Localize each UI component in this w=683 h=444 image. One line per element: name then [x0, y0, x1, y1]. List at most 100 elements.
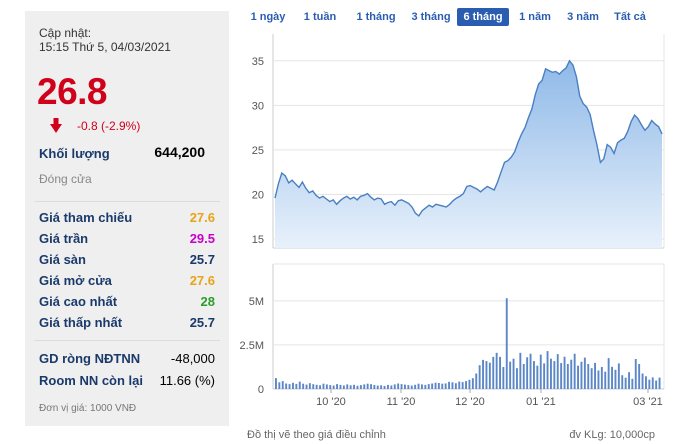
tab-1-year[interactable]: 1 năm: [519, 11, 551, 23]
volume-bar: [475, 373, 478, 389]
volume-bar: [471, 378, 474, 389]
y-tick-label: 35: [252, 56, 264, 68]
volume-bar: [638, 364, 641, 389]
stat-row-floor: Giá sàn 25.7: [39, 252, 215, 270]
volume-bar: [275, 378, 277, 389]
volume-bar: [502, 367, 505, 389]
volume-bar: [597, 370, 600, 389]
volume-bar: [458, 381, 461, 389]
y-tick-label: 30: [252, 100, 264, 112]
stat-row-high: Giá cao nhất 28: [39, 294, 215, 312]
stat-label: Giá cao nhất: [39, 294, 118, 309]
price-y-axis: 15 20 25 30 35: [252, 56, 264, 246]
stat-row-reference: Giá tham chiếu 27.6: [39, 210, 215, 228]
volume-bar: [410, 385, 413, 389]
volume-bar: [482, 359, 484, 389]
volume-bar: [339, 384, 342, 389]
volume-bar: [298, 381, 301, 389]
volume-bar: [427, 384, 430, 389]
volume-bar: [325, 384, 328, 389]
current-price: 26.8: [37, 71, 108, 112]
volume-bar: [448, 381, 450, 389]
x-tick-label: 12 '20: [455, 396, 485, 408]
y-tick-label: 25: [252, 145, 264, 157]
foreign-room-row: Room NN còn lại 11.66 (%): [39, 373, 215, 391]
stat-value: 29.5: [189, 231, 215, 246]
volume-bar: [373, 384, 376, 389]
volume-tick-label: 2.5M: [240, 340, 264, 352]
tab-3-months[interactable]: 3 tháng: [411, 11, 451, 23]
volume-bar: [278, 382, 281, 389]
tab-6-months[interactable]: 6 tháng: [457, 8, 509, 26]
volume-bar: [349, 385, 352, 389]
volume-bar: [332, 385, 335, 389]
volume-bar: [329, 385, 332, 389]
quote-panel: Cập nhật: 15:15 Thứ 5, 04/03/2021 26.8 -…: [25, 11, 229, 426]
volume-bar: [553, 361, 556, 389]
tab-1-day[interactable]: 1 ngày: [250, 11, 286, 23]
volume-tick-label: 5M: [249, 296, 264, 308]
volume-bar: [536, 365, 539, 389]
volume-bar: [312, 384, 315, 389]
volume-bar: [488, 362, 491, 389]
volume-bar: [363, 384, 366, 389]
tab-1-week[interactable]: 1 tuần: [303, 11, 337, 23]
tab-all[interactable]: Tất cả: [614, 11, 646, 23]
stat-label: Giá tham chiếu: [39, 210, 133, 225]
volume-bar: [308, 383, 311, 389]
stat-value: 27.6: [189, 210, 215, 225]
volume-bar: [594, 362, 596, 389]
foreign-net-label: GD ròng NĐTNN: [39, 351, 141, 366]
volume-bar: [421, 384, 423, 389]
x-axis: 10 '20 11 '20 12 '20 01 '21 03 '21: [316, 389, 663, 408]
volume-bar: [461, 382, 464, 389]
volume-bar: [512, 358, 515, 389]
x-tick-label: 01 '21: [526, 396, 556, 408]
volume-bar: [315, 384, 318, 389]
volume-bar: [550, 358, 552, 389]
volume-bar: [495, 352, 498, 389]
volume-bar: [390, 385, 393, 389]
volume-bar: [478, 365, 481, 389]
volume-bar: [356, 385, 359, 389]
volume-bar: [526, 357, 529, 389]
down-arrow-icon: [50, 118, 62, 133]
stat-value: 25.7: [189, 315, 215, 330]
volume-bar: [434, 382, 437, 389]
volume-bar: [563, 356, 566, 389]
volume-bar: [645, 376, 647, 389]
foreign-room-label: Room NN còn lại: [39, 373, 144, 388]
tab-1-month[interactable]: 1 tháng: [356, 11, 396, 23]
volume-bar: [468, 379, 471, 389]
tab-3-years[interactable]: 3 năm: [567, 11, 599, 23]
volume-bar: [570, 359, 573, 389]
volume-bar: [600, 367, 603, 389]
volume-bar: [651, 377, 654, 389]
volume-bar: [376, 385, 379, 389]
volume-bar: [631, 378, 634, 389]
stat-row-open: Giá mở cửa 27.6: [39, 273, 215, 291]
volume-bar: [383, 386, 386, 389]
foreign-net-value: -48,000: [170, 351, 215, 366]
volume-bar: [465, 381, 467, 389]
volume-bar: [322, 383, 325, 389]
stat-value: 27.6: [189, 273, 215, 288]
volume-y-axis: 5M 2.5M 0: [240, 296, 264, 396]
volume-bar: [366, 383, 369, 389]
volume-bar: [519, 352, 522, 389]
chart-note: Đồ thị vẽ theo giá điều chỉnh: [247, 429, 386, 441]
volume-bar: [437, 383, 440, 389]
stat-label: Giá trần: [39, 231, 89, 246]
volume-bar: [577, 365, 579, 389]
price-change: -0.8 (-2.9%): [77, 119, 141, 133]
volume-bar: [529, 353, 532, 389]
volume-bar: [370, 384, 372, 389]
divider: [34, 340, 220, 341]
volume-bar: [543, 363, 546, 389]
volume-bar: [539, 354, 542, 389]
volume-bar: [628, 372, 630, 389]
x-tick-label: 03 '21: [633, 396, 663, 408]
volume-bar: [424, 384, 427, 389]
volume-bar: [617, 363, 620, 389]
